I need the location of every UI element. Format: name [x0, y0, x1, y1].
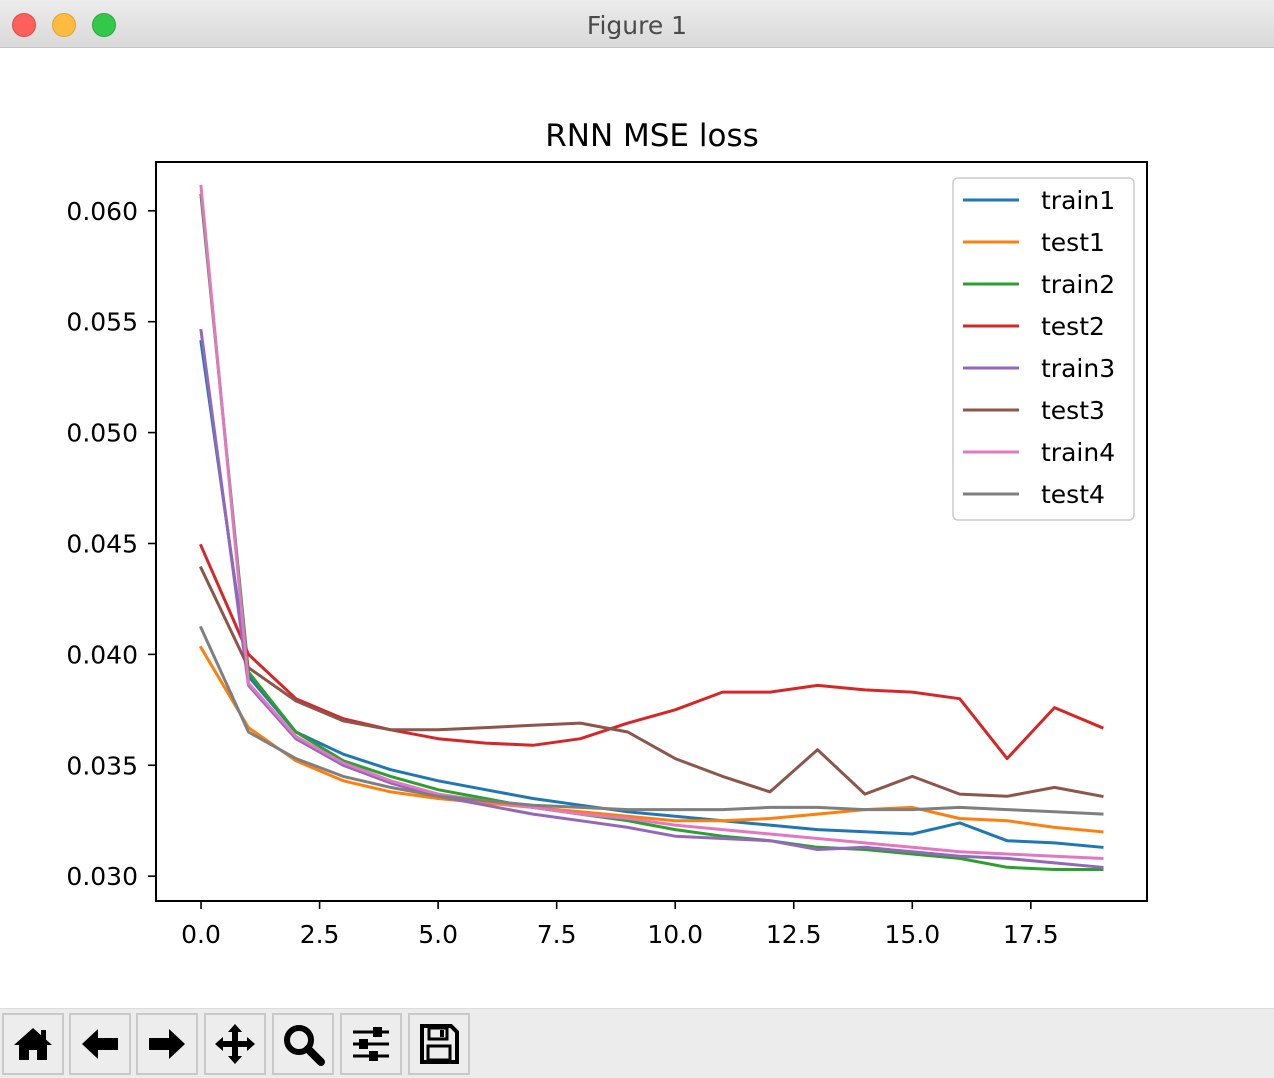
legend-label-test3: test3	[1041, 396, 1105, 425]
legend-label-train3: train3	[1041, 354, 1115, 383]
forward-button[interactable]	[136, 1013, 198, 1075]
y-tick-label: 0.050	[66, 419, 138, 448]
save-button[interactable]	[408, 1013, 470, 1075]
x-tick-label: 2.5	[300, 920, 340, 949]
x-tick-label: 0.0	[181, 920, 221, 949]
series-line-test3	[199, 565, 1104, 799]
y-tick-label: 0.040	[66, 640, 138, 669]
floppy-disk-icon	[420, 1024, 459, 1064]
search-icon	[284, 1025, 325, 1066]
sliders-icon	[353, 1027, 389, 1061]
legend-label-test2: test2	[1041, 312, 1105, 341]
x-tick-label: 5.0	[418, 920, 458, 949]
series-line-test4	[199, 625, 1104, 816]
y-tick-label: 0.045	[66, 529, 138, 558]
line-chart[interactable]: RNN MSE loss 0.0 2.5 5.0 7.5 10.0 12.5 15.0 17.…	[0, 48, 1274, 1008]
chart-title: RNN MSE loss	[545, 118, 759, 154]
zoom-button[interactable]	[272, 1013, 334, 1075]
x-tick-label: 7.5	[537, 920, 577, 949]
legend-label-train1: train1	[1041, 186, 1115, 215]
home-icon	[14, 1028, 52, 1060]
y-tick-label: 0.060	[66, 197, 138, 226]
series-line-train3	[199, 328, 1104, 869]
x-tick-label: 12.5	[766, 920, 822, 949]
legend-label-train4: train4	[1041, 438, 1115, 467]
move-icon	[215, 1024, 255, 1064]
axes-frame	[155, 161, 1148, 902]
legend-label-train2: train2	[1041, 270, 1115, 299]
plot-area: 0.0 2.5 5.0 7.5 10.0 12.5 15.0 17.5 0.030 0.035 0.…	[66, 161, 1148, 949]
legend-box	[952, 177, 1135, 521]
legend-label-test4: test4	[1041, 480, 1105, 509]
series-line-test2	[199, 543, 1104, 761]
series-line-test1	[198, 645, 1104, 834]
series-line-train2	[199, 193, 1104, 871]
window-titlebar: Figure 1	[0, 0, 1274, 48]
x-tick-label: 10.0	[647, 920, 703, 949]
maximize-window-button[interactable]	[92, 13, 116, 37]
window-title: Figure 1	[586, 11, 688, 40]
y-tick-label: 0.035	[66, 751, 138, 780]
arrow-left-icon	[82, 1029, 118, 1059]
pan-button[interactable]	[204, 1013, 266, 1075]
series-line-train4	[199, 184, 1104, 860]
minimize-window-button[interactable]	[52, 13, 76, 37]
close-window-button[interactable]	[12, 13, 36, 37]
navigation-toolbar	[0, 1008, 1274, 1078]
y-tick-label: 0.055	[66, 308, 138, 337]
home-button[interactable]	[2, 1013, 64, 1075]
arrow-right-icon	[149, 1029, 185, 1059]
legend-label-test1: test1	[1041, 228, 1105, 257]
y-tick-label: 0.030	[66, 862, 138, 891]
x-tick-label: 17.5	[1003, 920, 1059, 949]
series-line-train1	[199, 339, 1104, 849]
x-tick-label: 15.0	[884, 920, 940, 949]
back-button[interactable]	[69, 1013, 131, 1075]
configure-subplots-button[interactable]	[340, 1013, 402, 1075]
